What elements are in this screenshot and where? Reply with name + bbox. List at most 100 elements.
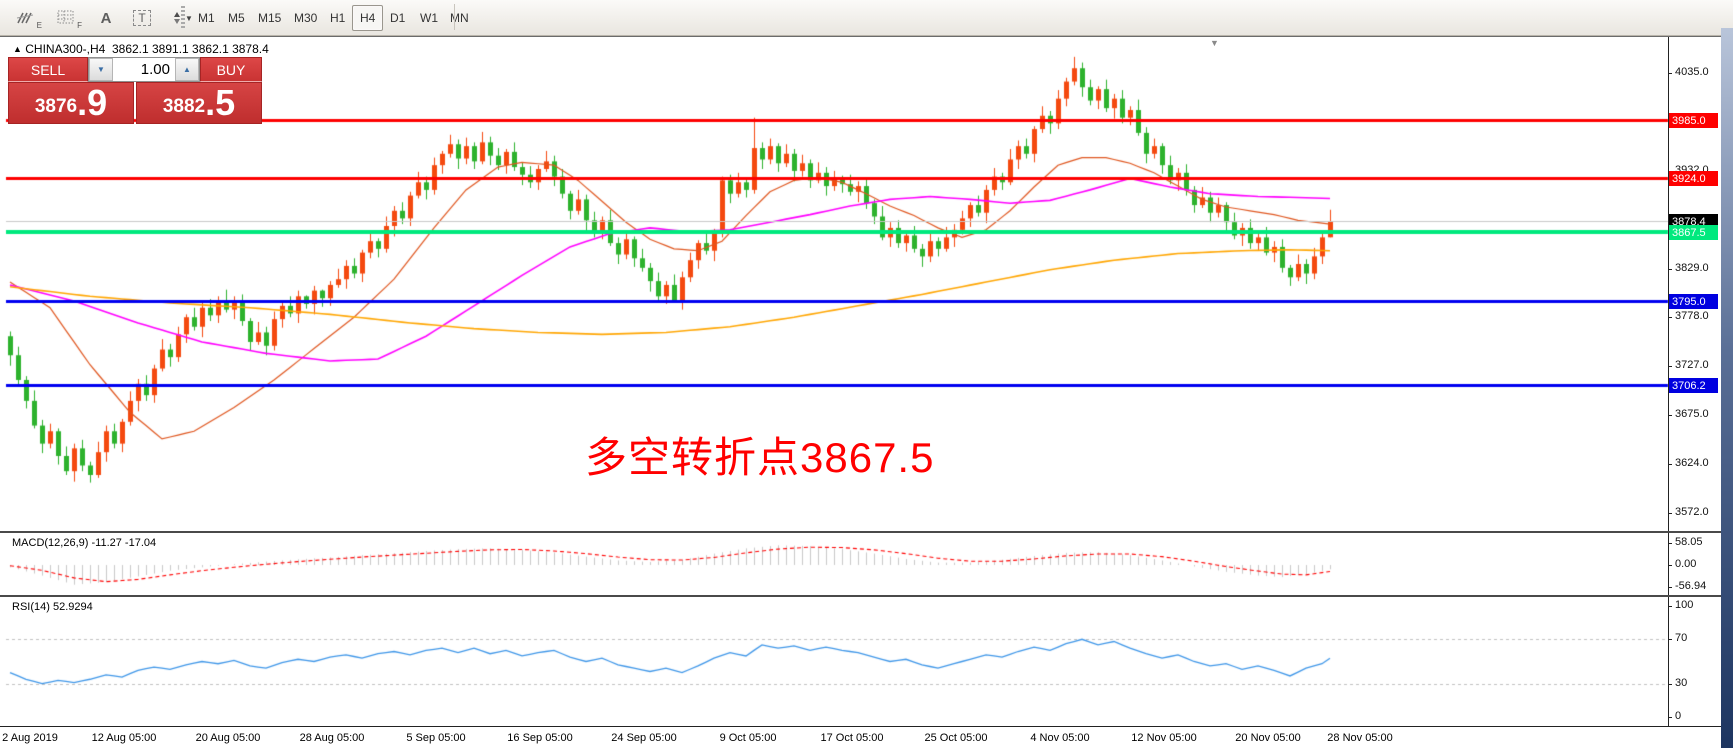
timeframe-d1[interactable]: D1 xyxy=(390,11,406,25)
buy-price[interactable]: 3882 .5 xyxy=(136,82,262,124)
arrow-objects-icon xyxy=(174,12,181,24)
time-axis-label: 12 Nov 05:00 xyxy=(1131,732,1197,744)
time-axis-label: 17 Oct 05:00 xyxy=(820,732,884,744)
time-axis-label: 28 Aug 05:00 xyxy=(299,732,365,744)
price-tick-label: 3829.0 xyxy=(1675,262,1709,274)
indicator-tick-label: -56.94 xyxy=(1675,580,1707,592)
price-tick-mark xyxy=(1668,73,1672,74)
price-tick-label: 3778.0 xyxy=(1675,310,1709,322)
price-tick-label: 3572.0 xyxy=(1675,506,1709,518)
macd-rsi-separator[interactable] xyxy=(0,595,1721,597)
symbol-period-label: CHINA300-,H4 xyxy=(25,42,106,56)
chevron-up-icon: ▲ xyxy=(183,65,191,74)
indicator-tick-label: 0.00 xyxy=(1675,558,1697,570)
volume-decrease-button[interactable]: ▼ xyxy=(89,58,113,81)
chart-top-border xyxy=(0,36,1721,37)
trade-header-row: SELL ▼ ▲ BUY xyxy=(8,57,262,82)
timeframe-m15[interactable]: M15 xyxy=(258,11,282,25)
timeframe-m5[interactable]: M5 xyxy=(228,11,245,25)
indicator-tick-mark xyxy=(1668,684,1672,685)
arrow-objects-button[interactable]: ▼ xyxy=(162,4,200,32)
timeframe-h4[interactable]: H4 xyxy=(352,5,384,31)
price-tick-mark xyxy=(1668,317,1672,318)
time-axis-label: 5 Sep 05:00 xyxy=(406,732,466,744)
chevron-down-icon: ▼ xyxy=(97,65,105,74)
volume-input[interactable] xyxy=(113,58,175,81)
rsi-label: RSI(14) 52.9294 xyxy=(12,601,93,613)
indicator-tick-mark xyxy=(1668,587,1672,588)
chart-shift-marker[interactable]: ▼ xyxy=(1210,38,1219,48)
expert-advisors-icon xyxy=(16,12,34,24)
price-badge: 3924.0 xyxy=(1669,171,1718,186)
text-label-icon: A xyxy=(100,9,112,27)
price-tick-mark xyxy=(1668,366,1672,367)
timeframe-h1[interactable]: H1 xyxy=(330,11,346,25)
indicator-tick-mark xyxy=(1668,606,1672,607)
chart-annotation-text: 多空转折点3867.5 xyxy=(585,434,935,481)
time-axis-line xyxy=(0,726,1721,727)
expert-advisors-badge: E xyxy=(36,21,42,30)
volume-stepper: ▼ ▲ xyxy=(88,57,200,82)
price-tick-label: 3675.0 xyxy=(1675,408,1709,420)
sell-price[interactable]: 3876 .9 xyxy=(8,82,134,124)
indicator-tick-label: 30 xyxy=(1675,677,1688,689)
time-axis-label: 12 Aug 05:00 xyxy=(91,732,157,744)
time-axis-label: 20 Nov 05:00 xyxy=(1235,732,1301,744)
indicator-tick-label: 100 xyxy=(1675,599,1694,611)
indicator-tick-mark xyxy=(1668,543,1672,544)
price-axis-line xyxy=(1668,37,1669,727)
expert-advisors-button[interactable]: E xyxy=(8,4,44,32)
data-window-badge: F xyxy=(77,21,82,30)
price-tick-label: 4035.0 xyxy=(1675,66,1709,78)
price-badge: 3985.0 xyxy=(1669,113,1718,128)
toolbar-grip[interactable] xyxy=(181,6,185,28)
indicator-tick-mark xyxy=(1668,717,1672,718)
symbol-triangle-icon: ▲ xyxy=(13,44,22,54)
price-tick-label: 3727.0 xyxy=(1675,359,1709,371)
arrow-objects-caret-icon: ▼ xyxy=(185,13,193,23)
timeframe-w1[interactable]: W1 xyxy=(420,11,438,25)
timeframe-m1[interactable]: M1 xyxy=(198,11,215,25)
time-axis-label: 20 Aug 05:00 xyxy=(195,732,261,744)
timeframe-m30[interactable]: M30 xyxy=(294,11,318,25)
rsi-value: 52.9294 xyxy=(52,601,93,613)
price-badge: 3867.5 xyxy=(1669,225,1718,240)
main-macd-separator[interactable] xyxy=(0,531,1721,533)
indicator-tick-mark xyxy=(1668,565,1672,566)
time-axis-label: 9 Oct 05:00 xyxy=(719,732,777,744)
buy-button[interactable]: BUY xyxy=(200,57,262,82)
macd-value-main: -11.27 xyxy=(91,537,122,549)
ohlc-values: 3862.1 3891.1 3862.1 3878.4 xyxy=(111,42,269,56)
text-box-button[interactable]: T xyxy=(126,4,158,32)
buy-price-fraction: .5 xyxy=(205,82,236,123)
macd-label: MACD(12,26,9) -11.27 -17.04 xyxy=(12,537,157,549)
price-tick-label: 3624.0 xyxy=(1675,457,1709,469)
price-tick-mark xyxy=(1668,513,1672,514)
sell-button[interactable]: SELL xyxy=(8,57,88,82)
price-tick-mark xyxy=(1668,415,1672,416)
time-axis-label: 24 Sep 05:00 xyxy=(611,732,677,744)
one-click-trading-panel: SELL ▼ ▲ BUY 3876 .9 3882 .5 xyxy=(8,57,262,124)
indicator-tick-label: 0 xyxy=(1675,710,1682,722)
text-label-button[interactable]: A xyxy=(90,4,122,32)
timeframe-mn[interactable]: MN xyxy=(450,11,469,25)
sell-price-main: 3876 xyxy=(34,96,78,117)
price-badge: 3795.0 xyxy=(1669,294,1718,309)
volume-increase-button[interactable]: ▲ xyxy=(175,58,199,81)
ohlc-header: ▲ CHINA300-,H4 3862.1 3891.1 3862.1 3878… xyxy=(13,42,269,56)
data-window-button[interactable]: F xyxy=(48,4,84,32)
indicator-tick-label: 70 xyxy=(1675,632,1688,644)
indicator-tick-mark xyxy=(1668,639,1672,640)
time-axis-label: 16 Sep 05:00 xyxy=(507,732,573,744)
time-axis-label: 25 Oct 05:00 xyxy=(924,732,988,744)
price-tick-mark xyxy=(1668,269,1672,270)
window-edge xyxy=(1721,28,1733,748)
buy-price-main: 3882 xyxy=(162,96,206,117)
data-window-icon xyxy=(57,10,74,24)
indicator-tick-label: 58.05 xyxy=(1675,536,1703,548)
toolbar: E F A T ▼ M1 M5 M15 M30 H1 H4 D1 W1 MN xyxy=(0,0,1733,36)
toolbar-separator xyxy=(454,4,455,30)
price-badge: 3706.2 xyxy=(1669,378,1718,393)
